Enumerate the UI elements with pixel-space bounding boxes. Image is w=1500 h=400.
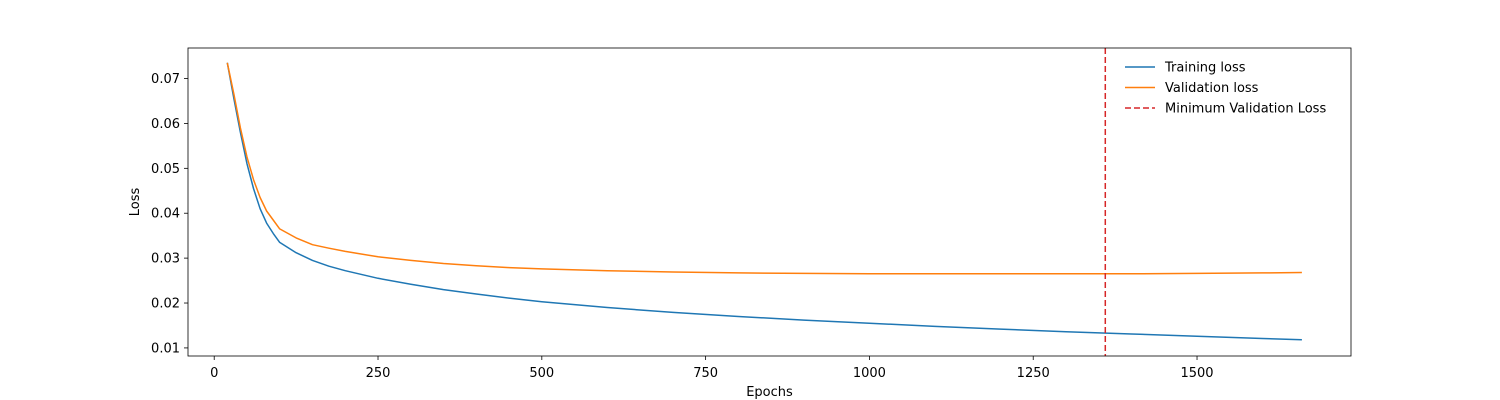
y-axis-label: Loss [128,188,143,217]
x-tick-label: 500 [529,366,554,381]
x-axis-label: Epochs [746,385,793,400]
series-line-validation-loss [226,62,1302,275]
x-tick-label: 750 [693,366,718,381]
y-tick-label: 0.06 [151,117,180,132]
x-tick-label: 1000 [853,366,886,381]
plot-series [226,48,1302,356]
x-tick-label: 1500 [1180,366,1213,381]
legend: Training loss Validation loss Minimum Vali… [1125,61,1326,117]
y-axis-ticks: 0.01 0.02 0.03 0.04 0.05 0.06 0.07 [151,72,188,356]
legend-label: Training loss [1164,61,1246,76]
y-tick-label: 0.07 [151,72,180,87]
x-axis-ticks: 0 250 500 750 1000 1250 1500 [210,356,1214,381]
y-tick-label: 0.05 [151,162,180,177]
series-line-training-loss [226,62,1302,341]
x-tick-label: 1250 [1017,366,1050,381]
y-tick-label: 0.04 [151,207,180,222]
legend-label: Validation loss [1165,81,1259,96]
legend-label: Minimum Validation Loss [1165,102,1326,117]
plot-area [188,48,1351,356]
x-tick-label: 0 [210,366,218,381]
y-tick-label: 0.02 [151,297,180,312]
plot-frame [187,47,1352,357]
y-tick-label: 0.01 [151,341,180,356]
y-tick-label: 0.03 [151,252,180,267]
x-tick-label: 250 [366,366,391,381]
